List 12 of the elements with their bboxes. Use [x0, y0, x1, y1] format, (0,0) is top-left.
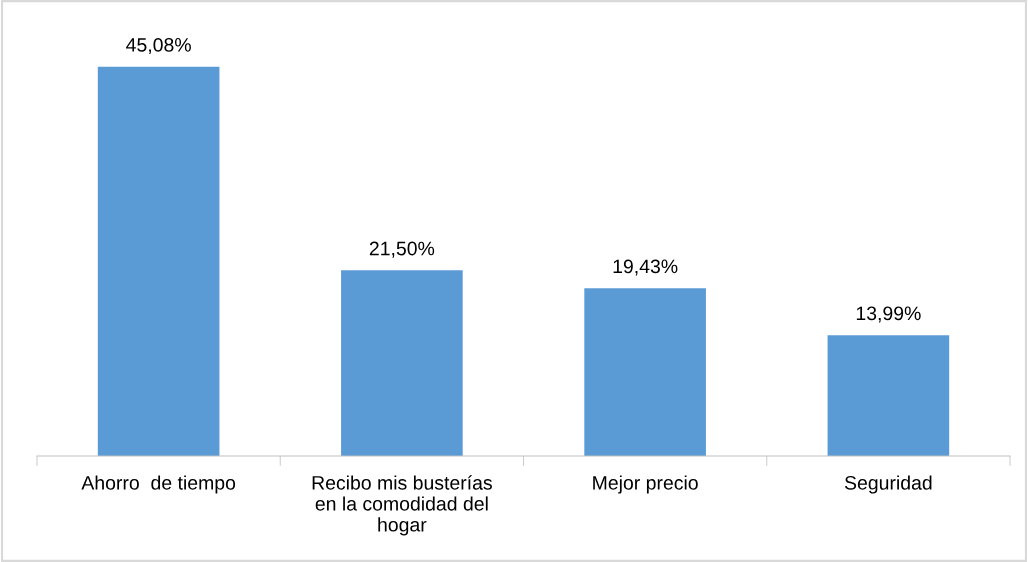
data-label: 45,08%: [126, 37, 191, 55]
data-label: 21,50%: [369, 241, 435, 258]
bar: [341, 270, 463, 456]
x-tick-label: Recibo mis busterías en la comodidad del hogar: [312, 475, 492, 536]
x-tick-label: Mejor precio: [593, 475, 698, 494]
bar: [827, 335, 950, 456]
bar: [97, 66, 220, 456]
data-label: 19,43%: [613, 259, 678, 276]
data-label: 13,99%: [856, 306, 921, 323]
bar: [584, 288, 706, 456]
x-tick-label: Ahorro de tiempo: [81, 475, 236, 494]
x-tick-label: Seguridad: [844, 475, 932, 494]
